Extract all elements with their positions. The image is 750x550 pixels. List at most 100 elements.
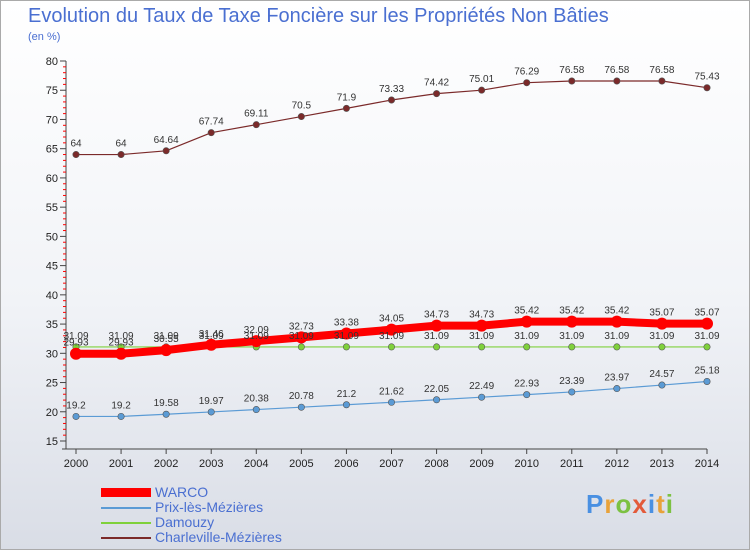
data-label: 23.39: [559, 376, 584, 387]
legend-swatch: [101, 522, 151, 524]
x-tick-label: 2000: [64, 458, 88, 470]
data-label: 29.93: [109, 338, 134, 349]
y-tick-label: 60: [46, 173, 58, 185]
data-point: [297, 403, 305, 411]
y-tick-label: 35: [46, 319, 58, 331]
y-tick-label: 50: [46, 231, 58, 243]
data-point: [701, 317, 713, 330]
data-label: 21.62: [379, 386, 404, 397]
data-point: [478, 343, 486, 351]
data-point: [72, 151, 80, 159]
y-tick-label: 15: [46, 436, 58, 448]
data-label: 19.58: [154, 398, 179, 409]
data-label: 19.2: [66, 400, 86, 411]
x-tick-label: 2002: [154, 458, 178, 470]
data-point: [613, 343, 621, 351]
brand-letter: t: [656, 489, 666, 519]
legend-item: Prix-lès-Mézières: [101, 499, 361, 516]
data-point: [387, 96, 395, 104]
data-label: 35.42: [559, 306, 584, 317]
x-tick-label: 2011: [560, 458, 584, 470]
data-label: 31.09: [649, 331, 674, 342]
data-label: 31.09: [334, 331, 359, 342]
data-point: [433, 90, 441, 98]
data-label: 34.73: [469, 310, 494, 321]
data-point: [117, 151, 125, 159]
y-tick-label: 45: [46, 261, 58, 273]
y-tick-label: 55: [46, 202, 58, 214]
data-point: [520, 315, 533, 328]
data-label: 31.46: [199, 329, 224, 340]
data-point: [703, 84, 711, 92]
data-label: 30.55: [154, 334, 179, 345]
data-label: 31.09: [514, 331, 539, 342]
data-label: 64: [116, 139, 128, 150]
brand-letter: i: [665, 489, 674, 519]
data-label: 23.97: [604, 373, 629, 384]
data-point: [342, 343, 350, 351]
data-point: [568, 343, 576, 351]
data-point: [655, 317, 668, 330]
series-Prix-lès-Mézières: [72, 377, 711, 420]
data-label: 73.33: [379, 84, 404, 95]
brand-letter: r: [604, 489, 616, 519]
data-point: [295, 331, 308, 344]
data-label: 35.42: [604, 306, 629, 317]
data-label: 19.2: [111, 400, 131, 411]
data-label: 31.09: [469, 331, 494, 342]
data-label: 34.05: [379, 314, 404, 325]
x-tick-label: 2005: [289, 458, 313, 470]
data-point: [433, 343, 441, 351]
x-tick-label: 2006: [334, 458, 358, 470]
x-tick-label: 2004: [244, 458, 268, 470]
brand-letter: i: [647, 489, 657, 519]
data-label: 67.74: [199, 117, 224, 128]
data-point: [613, 385, 621, 393]
legend-label: Charleville-Mézières: [155, 529, 282, 545]
y-tick-label: 80: [46, 56, 58, 68]
data-point: [117, 412, 125, 420]
data-labels: 64 64 64.64 67.74 69.11 70.5 71.9 73.33 74.42 75.…: [63, 65, 719, 411]
data-label: 31.09: [109, 331, 134, 342]
y-tick-label: 30: [46, 348, 58, 360]
data-label: 20.38: [244, 394, 269, 405]
data-label: 35.07: [694, 308, 719, 319]
data-label: 76.58: [604, 65, 629, 76]
data-point: [160, 344, 173, 357]
data-point: [523, 343, 531, 351]
data-label: 31.09: [289, 331, 314, 342]
data-point: [252, 121, 260, 129]
data-point: [568, 77, 576, 85]
data-label: 76.58: [559, 65, 584, 76]
data-label: 31.09: [199, 331, 224, 342]
chart-title: Evolution du Taux de Taxe Foncière sur l…: [28, 5, 609, 27]
data-label: 76.29: [514, 67, 539, 78]
x-tick-label: 2010: [514, 458, 538, 470]
data-label: 29.93: [63, 338, 88, 349]
data-label: 35.42: [514, 306, 539, 317]
data-point: [433, 396, 441, 404]
legend-label: Prix-lès-Mézières: [155, 499, 264, 515]
data-point: [565, 315, 578, 328]
legend-swatch: [101, 507, 151, 509]
series-WARCO: [70, 315, 713, 360]
series-Charleville-Mézières: [72, 77, 711, 159]
axes: 15 20 25 30 35 40 45 50 55 60 65 70 75 80 2000 2001 2002…: [46, 56, 719, 470]
brand-letter: P: [586, 489, 605, 519]
data-label: 31.09: [694, 331, 719, 342]
data-point: [250, 335, 263, 348]
data-point: [207, 129, 215, 137]
data-label: 31.09: [244, 331, 269, 342]
y-tick-label: 70: [46, 114, 58, 126]
series-layer: [70, 77, 713, 420]
data-point: [475, 319, 488, 332]
data-label: 32.73: [289, 321, 314, 332]
data-label: 31.09: [154, 331, 179, 342]
data-label: 76.58: [649, 65, 674, 76]
data-label: 34.73: [424, 310, 449, 321]
legend-label: WARCO: [155, 484, 209, 500]
data-label: 31.09: [379, 331, 404, 342]
x-tick-label: 2001: [109, 458, 133, 470]
